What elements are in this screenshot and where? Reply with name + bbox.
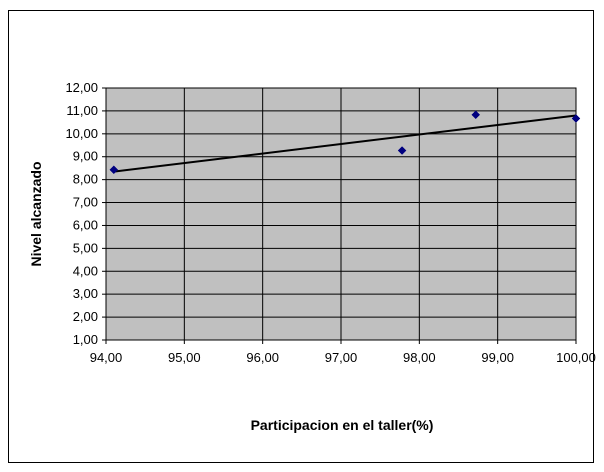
y-tick-label: 11,00 [66,103,98,118]
y-tick-label: 2,00 [73,309,98,324]
x-tick-label: 94,00 [90,350,123,365]
data-point [571,114,581,123]
y-tick-label: 7,00 [73,195,98,210]
data-markers [109,110,581,175]
y-tick-label: 12,00 [65,80,98,95]
y-axis-title: Nivel alcanzado [28,161,44,266]
y-tick-label: 1,00 [73,332,98,347]
y-tick-label: 10,00 [65,126,98,141]
y-tick-label: 8,00 [73,172,98,187]
x-tick-label: 96,00 [246,350,279,365]
x-tick-label: 95,00 [168,350,201,365]
y-tick-label: 9,00 [73,149,98,164]
x-tick-label: 97,00 [325,350,358,365]
data-point [109,165,119,175]
x-tick-label: 99,00 [481,350,514,365]
gridlines [102,87,577,344]
y-tick-label: 4,00 [73,263,98,278]
data-point [397,146,407,155]
x-tick-label: 98,00 [403,350,436,365]
data-point [471,110,481,120]
x-axis-title: Participacion en el taller(%) [251,417,434,433]
y-tick-label: 5,00 [73,240,98,255]
y-tick-label: 6,00 [73,217,98,232]
y-tick-label: 3,00 [73,286,98,301]
x-tick-label: 100,00 [556,350,596,365]
trendline [113,114,577,173]
x-axis-tick-labels: 94,00 95,00 96,00 97,00 98,00 99,00 100,00 [90,350,596,365]
y-axis-tick-labels: 1,00 2,00 3,00 4,00 5,00 6,00 7,00 8,00 9,00 10,0… [65,80,98,347]
